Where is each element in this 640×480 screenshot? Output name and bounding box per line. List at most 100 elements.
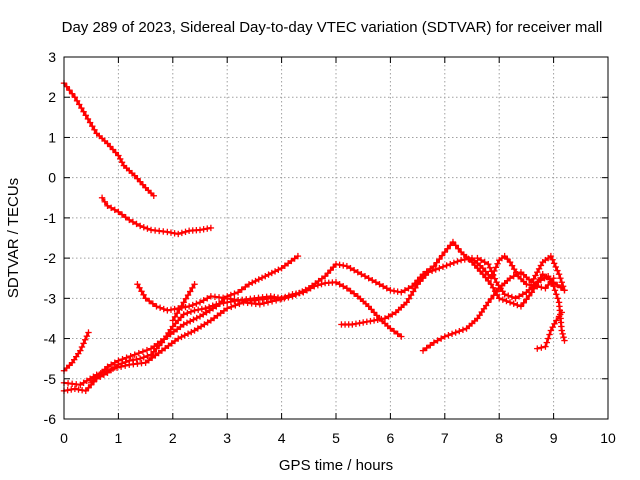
data-point [255,276,262,283]
data-point [523,296,530,303]
data-point [169,317,176,324]
data-point [136,284,143,291]
data-point [398,289,405,296]
data-point [441,333,448,340]
data-point [510,265,518,273]
data-point [139,348,147,355]
data-point [181,332,188,339]
y-tick-label: 1 [48,129,56,145]
data-point [122,214,129,221]
data-point [543,339,550,346]
data-point [494,260,501,267]
data-point [560,334,567,341]
data-point [80,108,87,115]
series-line [100,196,212,236]
data-point [182,303,189,311]
data-point [482,302,490,309]
data-point [184,330,192,337]
y-tick-label: -6 [44,411,57,427]
y-tick-label: -5 [44,371,57,387]
data-point [210,314,218,322]
data-point [64,386,71,394]
data-point [347,264,354,272]
data-point [165,342,172,349]
data-point [490,271,497,279]
data-point [140,291,147,299]
data-point [197,323,205,330]
series-line [340,255,555,326]
y-axis-ticks: 3 2 1 0 -1 -2 -3 -4 -5 -6 [44,49,608,427]
data-point [196,299,204,306]
data-point [281,262,289,269]
y-tick-label: -2 [44,250,57,266]
data-point [111,359,118,366]
data-point [83,377,91,384]
data-point [71,385,79,393]
data-point [224,305,231,312]
data-point [534,345,541,352]
y-tick-label: 3 [48,49,56,65]
data-point [383,285,390,292]
data-point [295,289,303,297]
chart-title: Day 289 of 2023, Sidereal Day-to-day VTE… [62,19,603,36]
x-tick-label: 10 [600,430,616,446]
data-point [83,332,91,340]
data-point [160,335,168,343]
data-point [332,279,340,286]
data-point [194,325,202,332]
data-point [456,327,463,335]
data-point [376,281,383,288]
data-point [519,291,526,298]
data-point [438,252,446,259]
data-point [76,101,83,108]
data-point [78,104,85,112]
data-point [275,266,282,273]
data-point [505,292,512,299]
data-point [156,304,164,311]
data-point [542,285,549,292]
data-point [398,333,405,340]
data-point [107,204,115,212]
data-point [318,280,325,288]
data-point [452,329,459,336]
data-point [449,238,457,246]
data-point [109,365,117,372]
data-point [459,326,467,334]
data-point [189,301,196,309]
data-point [144,225,151,232]
data-point [510,300,517,307]
data-point [71,94,79,101]
data-point [534,279,541,286]
data-point [173,310,181,317]
data-point [133,220,140,228]
data-point [184,291,192,299]
data-point [427,342,434,349]
data-point [510,273,517,280]
data-point [206,307,213,314]
data-point [236,300,243,308]
data-point [209,305,217,312]
data-point [559,330,566,338]
data-point [452,242,459,249]
data-point [262,273,269,280]
data-point [461,256,468,263]
data-point [184,309,191,317]
data-point [365,275,372,282]
data-point [425,268,432,276]
data-point [82,112,89,119]
data-point [465,255,472,262]
data-point [437,335,445,342]
data-point [85,329,92,336]
data-point [123,354,130,361]
data-point [506,258,514,266]
data-point [546,276,554,283]
data-point [171,337,179,345]
data-point [191,307,198,314]
data-point [479,264,487,272]
data-point [367,317,374,325]
data-point [501,291,508,298]
data-point [268,298,276,305]
data-point [553,291,560,298]
data-point [447,260,454,268]
